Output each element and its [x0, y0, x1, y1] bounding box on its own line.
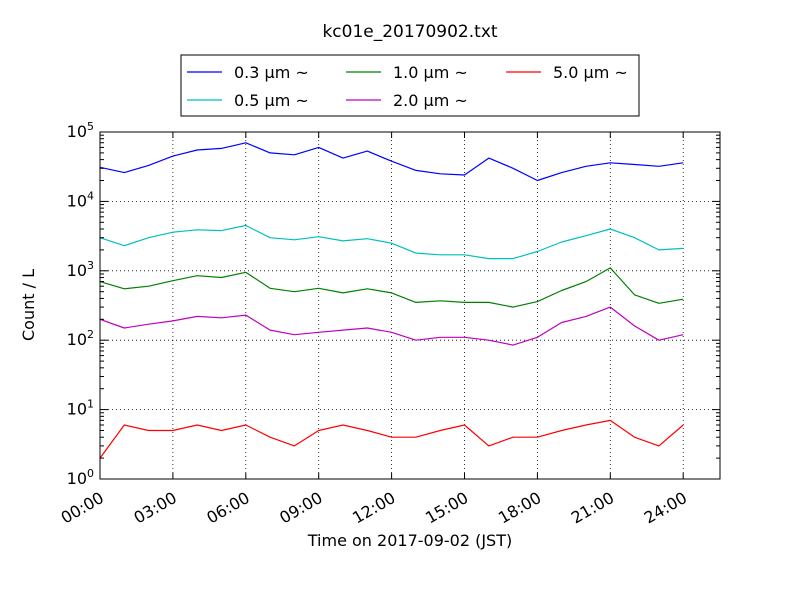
- legend: 0.3 μm ~ 0.5 μm ~ 1.0 μm ~ 2.0 μm ~ 5.0 μm ~: [180, 54, 640, 117]
- y-tick-label: 104: [67, 189, 94, 210]
- x-tick-label: 18:00: [495, 488, 544, 528]
- grid-lines: [99, 132, 720, 479]
- y-tick-label: 102: [67, 328, 94, 349]
- series-line-3: [99, 306, 684, 346]
- series-line-1: [99, 224, 684, 260]
- legend-entry-3: 2.0 μm ~: [393, 91, 468, 110]
- legend-entry-1: 0.5 μm ~: [234, 91, 309, 110]
- x-tick-label: 03:00: [130, 488, 179, 528]
- y-tick-label: 105: [67, 120, 94, 141]
- legend-entry-4: 5.0 μm ~: [553, 63, 628, 82]
- x-tick-label: 06:00: [203, 488, 252, 528]
- series-lines: [99, 142, 684, 459]
- y-tick-label: 100: [67, 467, 94, 488]
- x-axis-label: Time on 2017-09-02 (JST): [307, 531, 512, 550]
- x-tick-label: 15:00: [422, 488, 471, 528]
- legend-entry-0: 0.3 μm ~: [234, 63, 309, 82]
- x-tick-label: 12:00: [349, 488, 398, 528]
- x-tick-label: 24:00: [641, 488, 690, 528]
- y-tick-label: 103: [67, 259, 94, 280]
- plot-area-frame: [99, 131, 721, 480]
- x-tick-label: 21:00: [568, 488, 617, 528]
- axis-ticks: [99, 131, 720, 480]
- y-axis-label: Count / L: [19, 269, 38, 341]
- y-tick-label: 101: [67, 398, 94, 419]
- series-line-4: [99, 419, 684, 459]
- series-line-0: [99, 142, 684, 182]
- x-tick-label: 09:00: [276, 488, 325, 528]
- x-tick-labels: 00:00 03:00 06:00 09:00 12:00 15:00 18:00 21:00…: [58, 488, 691, 528]
- series-line-2: [99, 267, 684, 308]
- y-tick-labels: 100 101 102 103 104 105: [67, 120, 94, 488]
- legend-entry-2: 1.0 μm ~: [393, 63, 468, 82]
- x-tick-label: 00:00: [58, 488, 107, 528]
- legend-box: [180, 54, 640, 117]
- chart-title: kc01e_20170902.txt: [322, 22, 497, 42]
